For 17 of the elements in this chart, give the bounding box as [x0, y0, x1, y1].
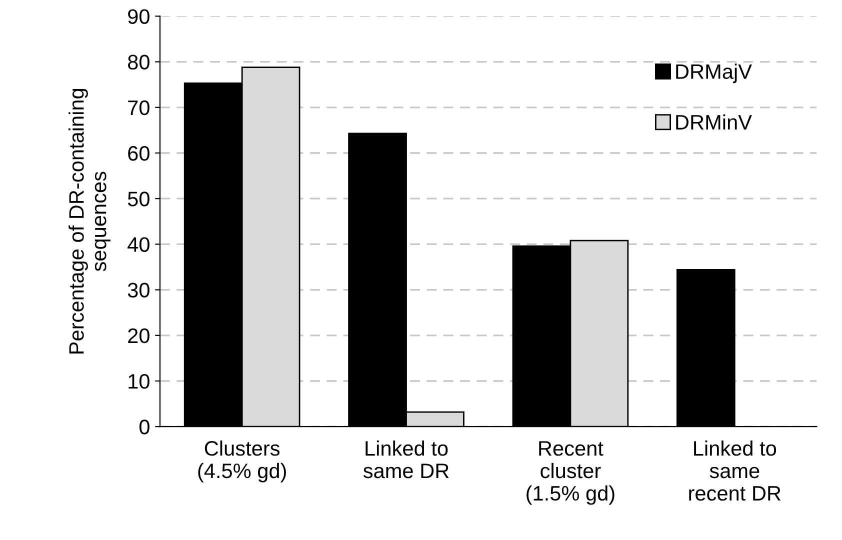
- y-tick-label: 70: [128, 100, 150, 116]
- y-tick-label: 40: [128, 237, 150, 252]
- legend-label: DRMinV: [676, 114, 752, 130]
- x-tick-label: Recent cluster (1.5% gd): [526, 441, 614, 505]
- y-axis-title: Percentage of DR-containing sequences: [68, 88, 110, 354]
- y-tick-label: 50: [128, 192, 150, 206]
- y-tick-label: 90: [128, 9, 150, 24]
- x-tick-label: Linked to same recent DR: [689, 440, 781, 501]
- y-tick-label: 20: [128, 328, 150, 344]
- y-tick-label: 30: [128, 282, 150, 298]
- x-tick-label: Clusters (4.5% gd): [198, 440, 286, 482]
- legend-label: DRMajV: [676, 64, 752, 84]
- y-tick-label: 10: [128, 374, 150, 389]
- y-tick-label: 80: [128, 54, 150, 70]
- y-tick-label: 0: [139, 420, 150, 434]
- x-tick-label: Linked to same DR: [363, 440, 449, 478]
- y-tick-label: 60: [128, 146, 150, 161]
